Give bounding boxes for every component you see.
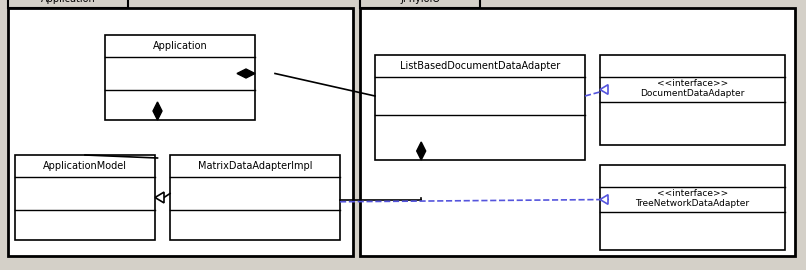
Bar (600, 165, 785, 250)
Polygon shape (600, 195, 608, 204)
Text: <<interface>>: <<interface>> (657, 79, 728, 89)
Text: Application: Application (152, 41, 207, 51)
Polygon shape (417, 142, 426, 160)
Bar (8, 8, 353, 256)
Text: TreeNetworkDataAdapter: TreeNetworkDataAdapter (635, 200, 750, 208)
Text: MatrixDataAdapterImpl: MatrixDataAdapterImpl (197, 161, 312, 171)
Text: DocumentDataAdapter: DocumentDataAdapter (640, 89, 745, 99)
Polygon shape (237, 69, 255, 78)
Text: ApplicationModel: ApplicationModel (43, 161, 127, 171)
Bar (600, 55, 785, 145)
Polygon shape (155, 192, 164, 203)
Polygon shape (153, 102, 162, 120)
Bar (15, 155, 155, 240)
Text: ListBasedDocumentDataAdapter: ListBasedDocumentDataAdapter (400, 61, 560, 71)
Bar (375, 55, 585, 160)
Polygon shape (8, 0, 128, 8)
Text: JPhyloIO: JPhyloIO (400, 0, 440, 4)
Text: Application: Application (40, 0, 95, 4)
Text: <<interface>>: <<interface>> (657, 190, 728, 198)
Polygon shape (360, 0, 480, 8)
Bar (105, 35, 255, 120)
Polygon shape (600, 85, 608, 94)
Bar (170, 155, 340, 240)
Bar (360, 8, 795, 256)
